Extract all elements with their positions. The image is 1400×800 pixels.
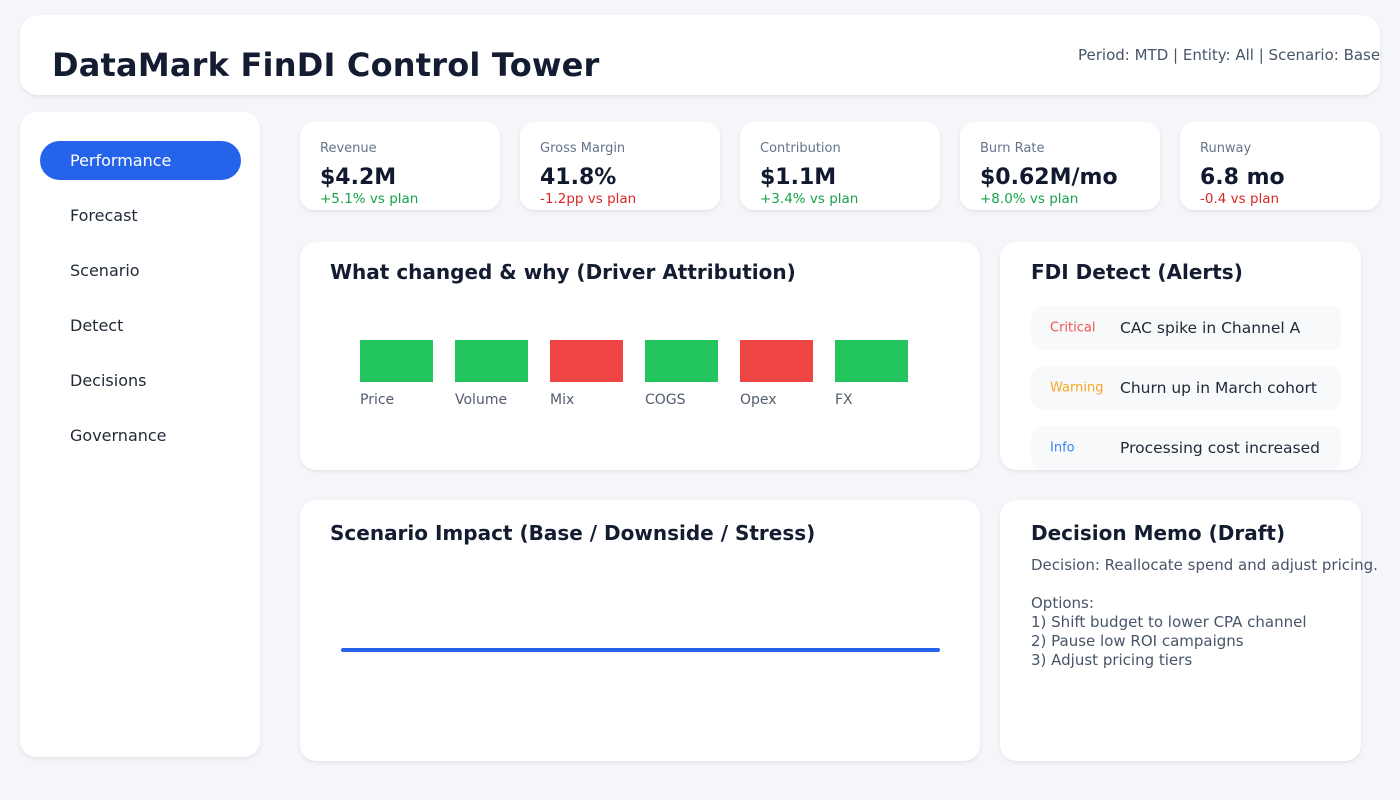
alert-row-critical[interactable]: Critical CAC spike in Channel A — [1031, 306, 1341, 350]
kpi-delta: -1.2pp vs plan — [540, 191, 637, 207]
sidebar-nav: Performance Forecast Scenario Detect Dec… — [20, 112, 260, 757]
scenario-impact-title: Scenario Impact (Base / Downside / Stres… — [330, 521, 816, 545]
driver-attribution-card: What changed & why (Driver Attribution) … — [300, 242, 980, 470]
sidebar-item-performance[interactable]: Performance — [40, 141, 241, 180]
alert-row-warning[interactable]: Warning Churn up in March cohort — [1031, 366, 1341, 410]
kpi-delta: +5.1% vs plan — [320, 191, 419, 207]
sidebar-item-governance[interactable]: Governance — [70, 426, 167, 445]
kpi-label: Burn Rate — [980, 141, 1045, 156]
sidebar-item-decisions[interactable]: Decisions — [70, 371, 147, 390]
driver-bar-cogs — [645, 340, 718, 382]
kpi-label: Runway — [1200, 141, 1252, 156]
alert-message: CAC spike in Channel A — [1120, 319, 1301, 337]
kpi-value: 41.8% — [540, 165, 617, 190]
kpi-card-contribution: Contribution $1.1M +3.4% vs plan — [740, 122, 940, 210]
driver-bar-label: Price — [360, 392, 395, 408]
alert-message: Processing cost increased — [1120, 439, 1320, 457]
kpi-card-revenue: Revenue $4.2M +5.1% vs plan — [300, 122, 500, 210]
scenario-base-line — [341, 648, 940, 652]
kpi-value: $1.1M — [760, 165, 837, 190]
header-bar: DataMark FinDI Control Tower Period: MTD… — [20, 15, 1380, 95]
alert-row-info[interactable]: Info Processing cost increased — [1031, 426, 1341, 470]
alert-severity-badge: Critical — [1050, 320, 1096, 336]
decision-memo-title: Decision Memo (Draft) — [1031, 521, 1286, 545]
alert-severity-badge: Info — [1050, 440, 1075, 456]
kpi-label: Contribution — [760, 141, 841, 156]
sidebar-item-scenario[interactable]: Scenario — [70, 261, 140, 280]
driver-bar-label: FX — [835, 392, 853, 408]
alert-severity-badge: Warning — [1050, 380, 1104, 396]
driver-bar-volume — [455, 340, 528, 382]
alerts-title: FDI Detect (Alerts) — [1031, 260, 1243, 284]
kpi-label: Gross Margin — [540, 141, 626, 156]
kpi-value: $0.62M/mo — [980, 165, 1118, 190]
kpi-card-runway: Runway 6.8 mo -0.4 vs plan — [1180, 122, 1380, 210]
driver-bar-fx — [835, 340, 908, 382]
sidebar-item-forecast[interactable]: Forecast — [70, 206, 138, 225]
kpi-value: 6.8 mo — [1200, 165, 1285, 190]
fdi-detect-alerts-card: FDI Detect (Alerts) Critical CAC spike i… — [1000, 242, 1361, 470]
kpi-label: Revenue — [320, 141, 377, 156]
decision-memo-card: Decision Memo (Draft) Decision: Realloca… — [1000, 500, 1378, 761]
kpi-delta: -0.4 vs plan — [1200, 191, 1280, 207]
driver-bar-label: Volume — [455, 392, 508, 408]
kpi-card-gross-margin: Gross Margin 41.8% -1.2pp vs plan — [520, 122, 720, 210]
sidebar-item-detect[interactable]: Detect — [70, 316, 124, 335]
driver-bar-price — [360, 340, 433, 382]
kpi-delta: +8.0% vs plan — [980, 191, 1079, 207]
driver-bar-opex — [740, 340, 813, 382]
driver-bar-label: Opex — [740, 392, 777, 408]
driver-bar-label: COGS — [645, 392, 686, 408]
kpi-card-burn-rate: Burn Rate $0.62M/mo +8.0% vs plan — [960, 122, 1160, 210]
alert-message: Churn up in March cohort — [1120, 379, 1317, 397]
decision-memo-body: Decision: Reallocate spend and adjust pr… — [1031, 556, 1378, 669]
app-title: DataMark FinDI Control Tower — [52, 46, 600, 84]
kpi-delta: +3.4% vs plan — [760, 191, 859, 207]
driver-attribution-title: What changed & why (Driver Attribution) — [330, 260, 796, 284]
driver-bar-label: Mix — [550, 392, 575, 408]
kpi-value: $4.2M — [320, 165, 397, 190]
scenario-impact-card: Scenario Impact (Base / Downside / Stres… — [300, 500, 980, 761]
driver-bar-mix — [550, 340, 623, 382]
header-context-filters: Period: MTD | Entity: All | Scenario: Ba… — [1078, 46, 1381, 64]
